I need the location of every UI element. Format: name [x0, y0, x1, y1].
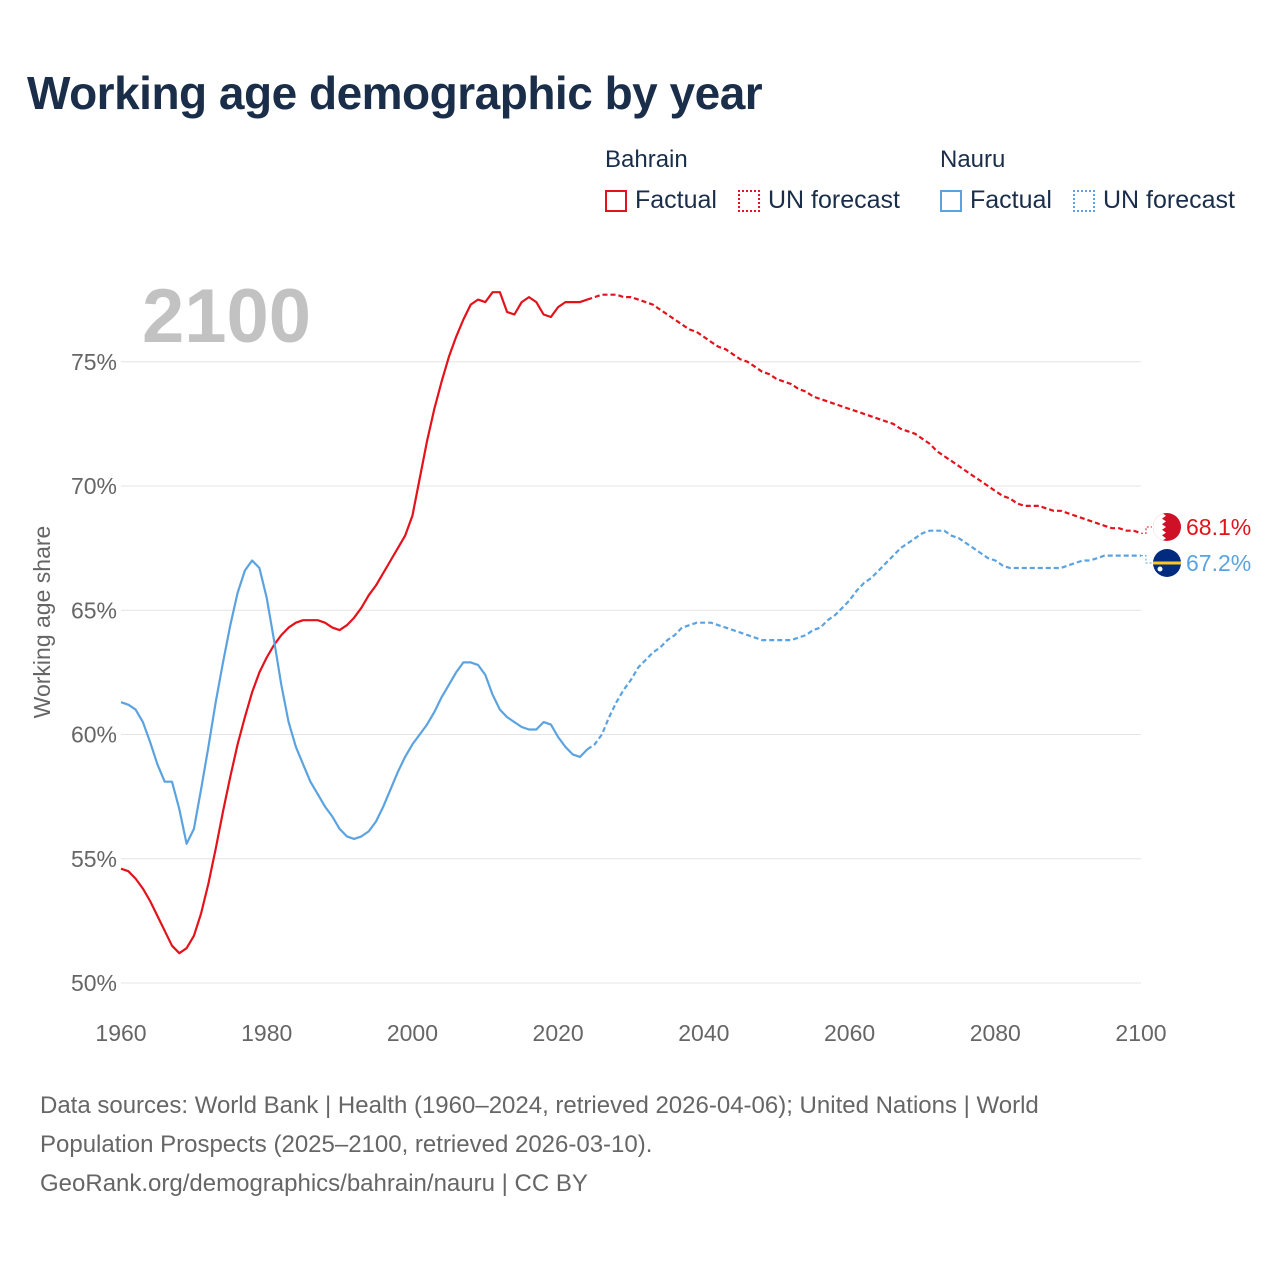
x-tick-label: 2040: [678, 1020, 729, 1046]
x-tick-label: 1980: [241, 1020, 292, 1046]
legend-label: UN forecast: [1103, 186, 1235, 214]
legend-label: Factual: [635, 186, 717, 214]
legend-item-bahrain-forecast[interactable]: UN forecast: [738, 186, 900, 215]
legend-item-nauru-forecast[interactable]: UN forecast: [1073, 186, 1235, 215]
series-line-nauru-factual[interactable]: [120, 559, 589, 845]
legend-swatch-solid-icon: [940, 189, 962, 212]
y-axis-title: Working age share: [29, 526, 55, 719]
end-connector: [1141, 526, 1152, 534]
legend-group-nauru: Nauru: [940, 146, 1006, 173]
footer-line: Data sources: World Bank | Health (1960–…: [40, 1092, 1039, 1119]
year-watermark: 2100: [142, 274, 311, 359]
legend-item-nauru-factual[interactable]: Factual: [940, 186, 1052, 215]
legend-swatch-solid-icon: [605, 189, 627, 212]
series-line-nauru-forecast[interactable]: [586, 529, 1141, 751]
y-tick-label: 50%: [71, 970, 117, 996]
end-value-label-nauru: 67.2%: [1186, 550, 1251, 576]
y-tick-label: 55%: [71, 846, 117, 872]
legend-swatch-dotted-icon: [1073, 189, 1095, 212]
y-tick-label: 65%: [71, 597, 117, 623]
legend-swatch-dotted-icon: [738, 189, 760, 212]
end-connector: [1141, 555, 1152, 564]
x-tick-label: 2020: [533, 1020, 584, 1046]
footer-line: Population Prospects (2025–2100, retriev…: [40, 1131, 653, 1158]
footer-sources: Data sources: World Bank | Health (1960–…: [40, 1086, 1240, 1203]
x-tick-label: 2000: [387, 1020, 438, 1046]
series-line-bahrain-forecast[interactable]: [586, 293, 1142, 535]
y-tick-label: 75%: [71, 349, 117, 375]
bahrain-flag-icon: [1153, 513, 1181, 541]
end-value-label-bahrain: 68.1%: [1186, 514, 1251, 540]
y-tick-label: 70%: [71, 473, 117, 499]
legend-label: Factual: [970, 186, 1052, 214]
x-tick-label: 2060: [824, 1020, 875, 1046]
legend-item-bahrain-factual[interactable]: Factual: [605, 186, 717, 215]
y-tick-label: 60%: [71, 722, 117, 748]
line-chart: 2100 50% 55% 60% 65% 70% 75% 1960 1980 2000 2020 2…: [29, 274, 1251, 1046]
series-line-bahrain-factual[interactable]: [120, 291, 588, 955]
page-title: Working age demographic by year: [27, 67, 763, 119]
x-tick-label: 1960: [95, 1020, 146, 1046]
nauru-flag-icon: [1153, 549, 1181, 577]
legend-label: UN forecast: [768, 186, 900, 214]
x-tick-label: 2080: [970, 1020, 1021, 1046]
x-tick-label: 2100: [1115, 1020, 1166, 1046]
footer-line[interactable]: GeoRank.org/demographics/bahrain/nauru |…: [40, 1170, 588, 1197]
legend-group-bahrain: Bahrain: [605, 146, 688, 173]
